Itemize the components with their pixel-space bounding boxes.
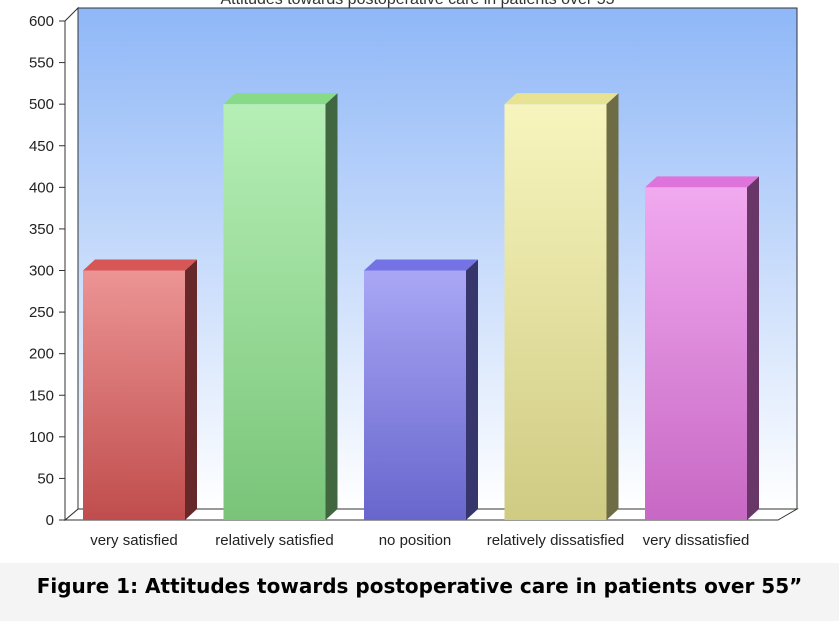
bar-front-face: [364, 270, 466, 520]
bar-top-face: [83, 259, 197, 271]
bar: [645, 176, 759, 521]
bar-front-face: [83, 270, 185, 520]
bar-side-face: [466, 259, 478, 520]
bar: [504, 93, 619, 521]
bar-side-face: [325, 93, 338, 521]
y-tick-label: 150: [29, 387, 54, 404]
chart-title: Attitudes towards postoperative care in …: [221, 0, 615, 8]
bar: [83, 259, 197, 520]
bar-side-face: [185, 259, 197, 520]
y-tick-label: 450: [29, 138, 54, 155]
y-tick-label: 100: [29, 429, 54, 446]
bar-front-face: [223, 104, 326, 521]
x-category-label: very dissatisfied: [643, 532, 750, 549]
y-tick-label: 50: [37, 470, 54, 487]
bar: [364, 259, 478, 520]
bar: [223, 93, 338, 521]
y-tick-label: 600: [29, 13, 54, 30]
x-category-label: relatively dissatisfied: [487, 532, 625, 549]
bar-front-face: [645, 187, 747, 521]
bar-top-face: [223, 93, 338, 105]
bar-top-face: [364, 259, 478, 271]
y-tick-label: 500: [29, 96, 54, 113]
y-tick-label: 200: [29, 346, 54, 363]
bar-chart: 0 50 100 150 200 250 300 350 400 450 500 550 600 ver…: [29, 0, 799, 549]
bar-top-face: [645, 176, 759, 188]
x-category-label: no position: [379, 532, 452, 549]
y-tick-label: 550: [29, 55, 54, 72]
bar-top-face: [504, 93, 619, 105]
y-tick-label: 250: [29, 304, 54, 321]
figure-caption: Figure 1: Attitudes towards postoperativ…: [0, 563, 839, 621]
bar-side-face: [747, 176, 759, 521]
plot-left-wall: [64, 6, 79, 522]
x-category-label: relatively satisfied: [215, 532, 333, 549]
y-tick-label: 0: [46, 512, 54, 529]
y-tick-label: 300: [29, 263, 54, 280]
y-tick-label: 350: [29, 221, 54, 238]
y-tick-label: 400: [29, 179, 54, 196]
bar-side-face: [606, 93, 619, 521]
bar-front-face: [504, 104, 607, 521]
x-category-label: very satisfied: [90, 532, 178, 549]
